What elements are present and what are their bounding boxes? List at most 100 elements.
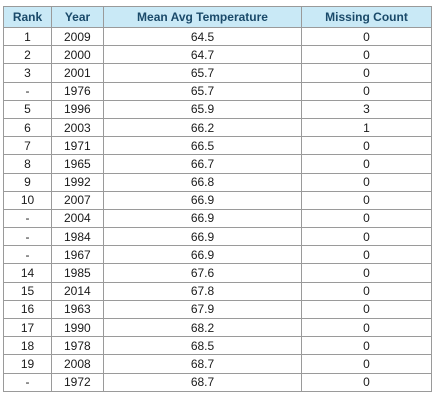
table-row: -1984 66.9 0 <box>3 227 432 247</box>
cell-missing-count: 0 <box>301 154 432 174</box>
table-row: 18 1978 68.5 0 <box>3 336 432 356</box>
cell-missing-count: 0 <box>301 81 432 101</box>
cell-mean-avg-temperature: 66.9 <box>103 190 302 210</box>
header-mean-avg-temperature[interactable]: Mean Avg Temperature <box>103 6 302 28</box>
cell-rank: 6 <box>3 117 52 138</box>
cell-rank: 10 <box>3 190 52 210</box>
cell-year: 2000 <box>51 45 104 65</box>
cell-rank: 7 <box>3 136 52 156</box>
cell-missing-count: 0 <box>301 190 432 210</box>
header-missing-count[interactable]: Missing Count <box>301 6 432 28</box>
cell-year: 1978 <box>51 336 104 356</box>
table-row: 15 2014 67.8 0 <box>3 281 432 301</box>
table-row: 17 1990 68.2 0 <box>3 317 432 338</box>
cell-mean-avg-temperature: 66.5 <box>103 136 302 156</box>
cell-mean-avg-temperature: 65.9 <box>103 99 302 119</box>
cell-mean-avg-temperature: 66.2 <box>103 117 302 138</box>
cell-year: 1984 <box>51 227 104 247</box>
cell-missing-count: 0 <box>301 26 432 47</box>
table-row: -1976 65.7 0 <box>3 81 432 101</box>
cell-year: 2001 <box>51 63 104 83</box>
rankings-table: Rank Year Mean Avg Temperature Missing C… <box>3 6 432 392</box>
cell-year: 2008 <box>51 354 104 374</box>
cell-rank: 18 <box>3 336 52 356</box>
table-row: 10 2007 66.9 0 <box>3 190 432 210</box>
cell-rank: 3 <box>3 63 52 83</box>
table-body: 1 2009 64.5 0 2 2000 64.7 0 3 2001 65.7 0-1976 65.7 0… <box>3 26 432 392</box>
cell-mean-avg-temperature: 68.2 <box>103 317 302 338</box>
cell-rank: - <box>3 81 52 101</box>
cell-year: 2014 <box>51 281 104 301</box>
table-row: 19 2008 68.7 0 <box>3 354 432 374</box>
cell-year: 1971 <box>51 136 104 156</box>
cell-missing-count: 0 <box>301 63 432 83</box>
cell-missing-count: 0 <box>301 172 432 192</box>
cell-missing-count: 0 <box>301 263 432 283</box>
table-row: -1972 68.7 0 <box>3 372 432 392</box>
cell-year: 1992 <box>51 172 104 192</box>
table-row: 16 1963 67.9 0 <box>3 299 432 320</box>
cell-rank: 19 <box>3 354 52 374</box>
cell-mean-avg-temperature: 66.8 <box>103 172 302 192</box>
cell-year: 2007 <box>51 190 104 210</box>
cell-mean-avg-temperature: 65.7 <box>103 63 302 83</box>
cell-year: 1967 <box>51 245 104 265</box>
table-header-row: Rank Year Mean Avg Temperature Missing C… <box>3 6 432 28</box>
cell-mean-avg-temperature: 66.7 <box>103 154 302 174</box>
cell-rank: - <box>3 227 52 247</box>
cell-missing-count: 3 <box>301 99 432 119</box>
cell-mean-avg-temperature: 68.5 <box>103 336 302 356</box>
cell-mean-avg-temperature: 64.7 <box>103 45 302 65</box>
cell-missing-count: 0 <box>301 299 432 320</box>
cell-missing-count: 0 <box>301 281 432 301</box>
table-row: -1967 66.9 0 <box>3 245 432 265</box>
cell-missing-count: 0 <box>301 136 432 156</box>
header-year[interactable]: Year <box>51 6 104 28</box>
cell-year: 1965 <box>51 154 104 174</box>
cell-missing-count: 0 <box>301 372 432 392</box>
rankings-table-container: Rank Year Mean Avg Temperature Missing C… <box>3 6 432 392</box>
table-row: 6 2003 66.2 1 <box>3 117 432 138</box>
cell-missing-count: 0 <box>301 354 432 374</box>
cell-year: 1990 <box>51 317 104 338</box>
cell-year: 2009 <box>51 26 104 47</box>
cell-year: 1985 <box>51 263 104 283</box>
cell-rank: 15 <box>3 281 52 301</box>
header-rank[interactable]: Rank <box>3 6 52 28</box>
cell-mean-avg-temperature: 68.7 <box>103 354 302 374</box>
cell-mean-avg-temperature: 66.9 <box>103 245 302 265</box>
cell-year: 1976 <box>51 81 104 101</box>
cell-year: 2004 <box>51 208 104 229</box>
cell-year: 1996 <box>51 99 104 119</box>
cell-missing-count: 0 <box>301 245 432 265</box>
cell-missing-count: 0 <box>301 317 432 338</box>
cell-rank: - <box>3 208 52 229</box>
cell-year: 1963 <box>51 299 104 320</box>
cell-missing-count: 0 <box>301 45 432 65</box>
table-row: 1 2009 64.5 0 <box>3 26 432 47</box>
table-row: 7 1971 66.5 0 <box>3 136 432 156</box>
cell-rank: 14 <box>3 263 52 283</box>
cell-mean-avg-temperature: 66.9 <box>103 208 302 229</box>
table-row: -2004 66.9 0 <box>3 208 432 229</box>
cell-mean-avg-temperature: 66.9 <box>103 227 302 247</box>
cell-mean-avg-temperature: 67.8 <box>103 281 302 301</box>
cell-year: 1972 <box>51 372 104 392</box>
cell-rank: 17 <box>3 317 52 338</box>
cell-mean-avg-temperature: 64.5 <box>103 26 302 47</box>
cell-rank: 9 <box>3 172 52 192</box>
table-row: 14 1985 67.6 0 <box>3 263 432 283</box>
cell-mean-avg-temperature: 68.7 <box>103 372 302 392</box>
table-row: 9 1992 66.8 0 <box>3 172 432 192</box>
cell-missing-count: 0 <box>301 208 432 229</box>
cell-rank: 1 <box>3 26 52 47</box>
cell-mean-avg-temperature: 65.7 <box>103 81 302 101</box>
table-row: 5 1996 65.9 3 <box>3 99 432 119</box>
cell-rank: 2 <box>3 45 52 65</box>
cell-rank: 8 <box>3 154 52 174</box>
cell-rank: - <box>3 372 52 392</box>
cell-year: 2003 <box>51 117 104 138</box>
table-row: 8 1965 66.7 0 <box>3 154 432 174</box>
cell-rank: 5 <box>3 99 52 119</box>
cell-missing-count: 0 <box>301 227 432 247</box>
